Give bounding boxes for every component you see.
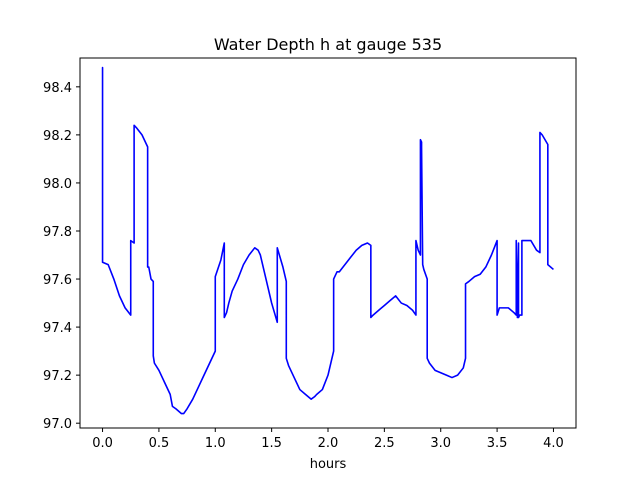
x-tick-label: 3.0 bbox=[430, 436, 451, 451]
x-axis-label: hours bbox=[310, 457, 347, 472]
y-tick-label: 98.4 bbox=[43, 81, 72, 96]
x-tick-label: 0.0 bbox=[92, 436, 113, 451]
y-axis-ticks: 97.0 97.2 97.4 97.6 97.8 98.0 98.2 98.4 bbox=[43, 81, 80, 432]
x-tick-label: 2.0 bbox=[318, 436, 339, 451]
plot-frame bbox=[79, 57, 577, 429]
series-line-0 bbox=[101, 66, 554, 415]
x-tick-label: 3.5 bbox=[487, 436, 508, 451]
x-tick-label: 2.5 bbox=[374, 436, 395, 451]
x-tick-label: 4.0 bbox=[543, 436, 564, 451]
y-tick-label: 98.0 bbox=[43, 177, 72, 192]
x-tick-label: 0.5 bbox=[149, 436, 170, 451]
y-tick-label: 97.6 bbox=[43, 273, 72, 288]
x-tick-label: 1.5 bbox=[261, 436, 282, 451]
plot-area bbox=[101, 66, 554, 415]
y-tick-label: 97.0 bbox=[43, 417, 72, 432]
y-tick-label: 98.2 bbox=[43, 129, 72, 144]
x-tick-label: 1.0 bbox=[205, 436, 226, 451]
y-tick-label: 97.4 bbox=[43, 321, 72, 336]
y-tick-label: 97.8 bbox=[43, 225, 72, 240]
y-tick-label: 97.2 bbox=[43, 369, 72, 384]
chart-title: Water Depth h at gauge 535 bbox=[214, 35, 442, 54]
x-axis-ticks: 0.0 0.5 1.0 1.5 2.0 2.5 3.0 3.5 4.0 bbox=[92, 428, 564, 451]
